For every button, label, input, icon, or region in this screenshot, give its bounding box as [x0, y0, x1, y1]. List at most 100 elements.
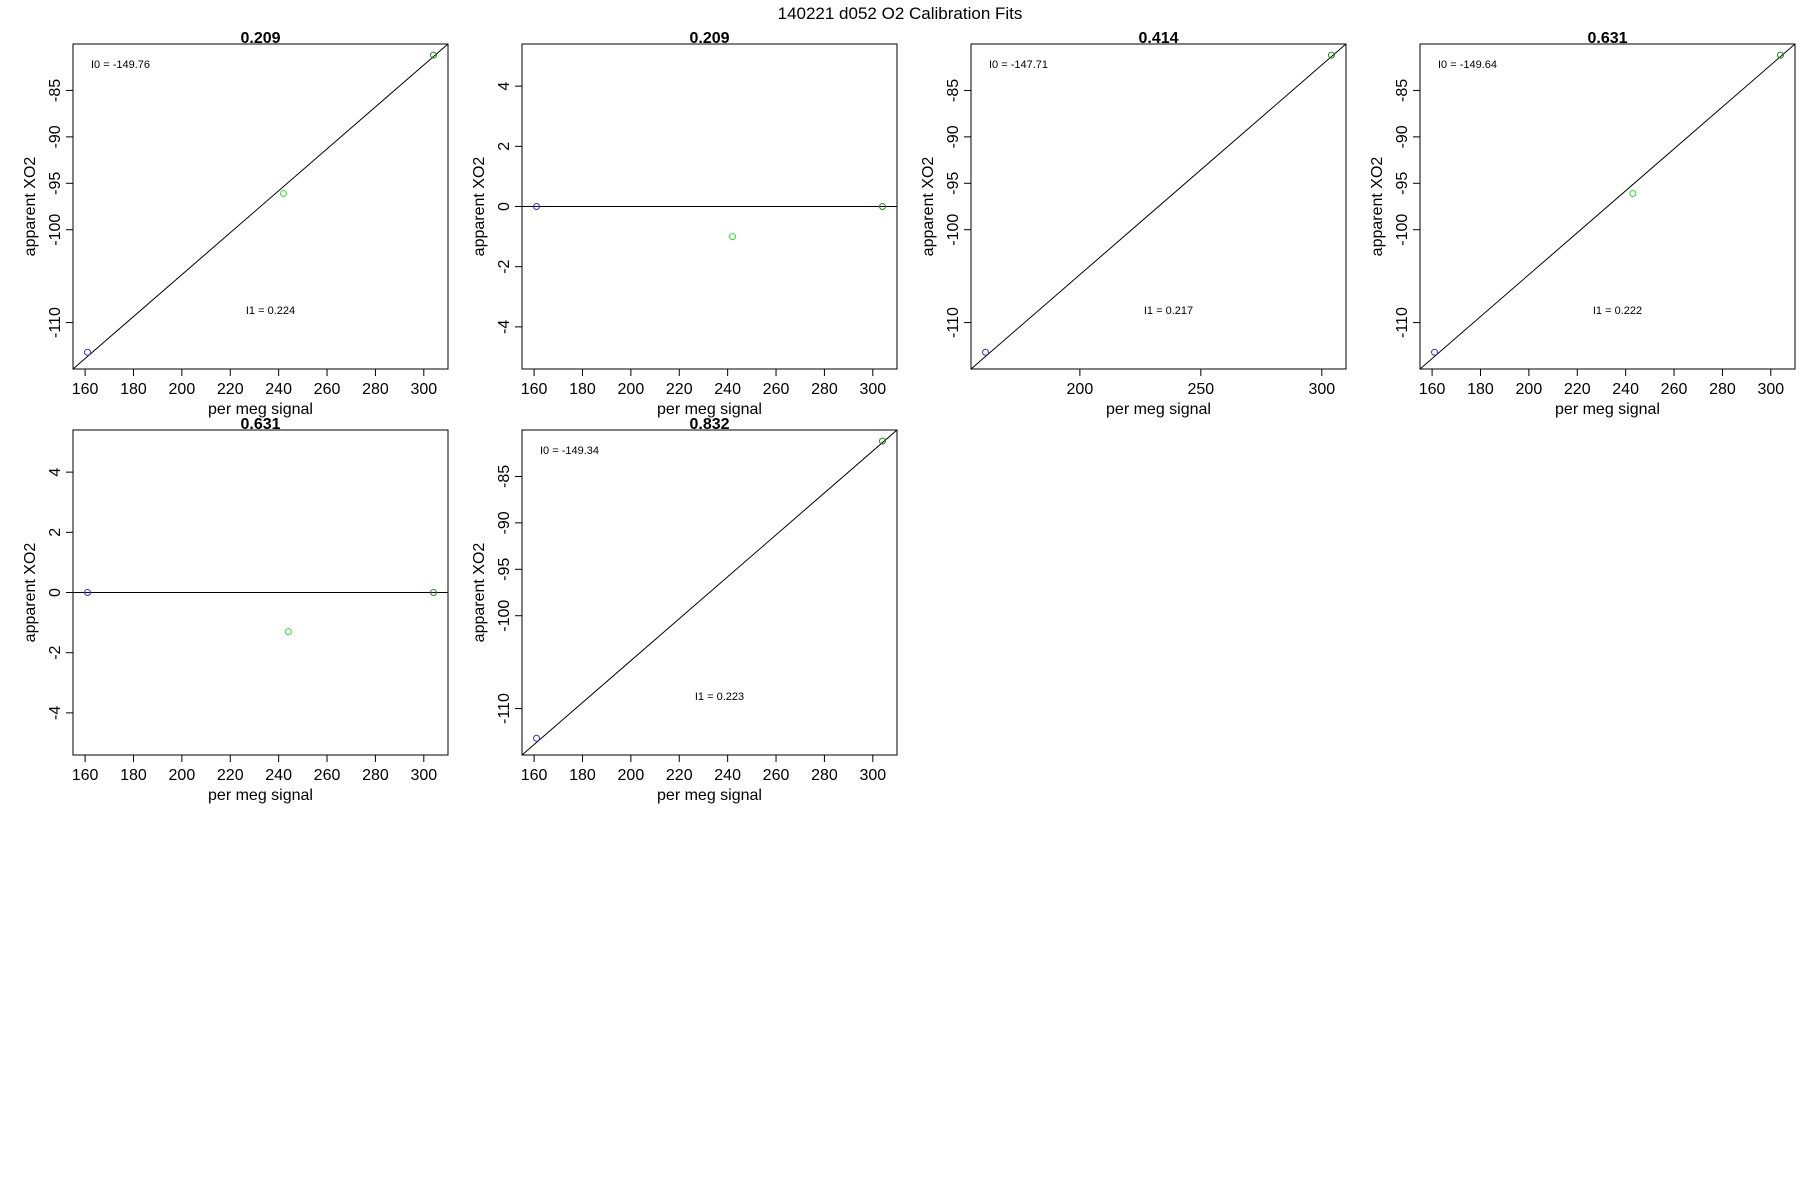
y-tick-label: -100: [496, 600, 513, 632]
x-axis-label: per meg signal: [657, 787, 762, 804]
x-tick-label: 180: [120, 767, 147, 784]
y-tick-label: -85: [496, 465, 513, 488]
fit-line: [971, 44, 1346, 369]
y-tick-label: -100: [1394, 214, 1411, 246]
x-tick-label: 280: [811, 767, 838, 784]
y-tick-label: 4: [47, 468, 64, 477]
x-tick-label: 160: [72, 381, 99, 398]
x-tick-label: 220: [666, 767, 693, 784]
x-tick-label: 260: [1661, 381, 1688, 398]
y-tick-label: -100: [945, 214, 962, 246]
y-tick-label: -110: [945, 307, 962, 338]
panel-title: 0.414: [1138, 30, 1178, 47]
x-tick-label: 200: [618, 381, 645, 398]
y-tick-label: 2: [47, 528, 64, 537]
figure-title: 140221 d052 O2 Calibration Fits: [778, 4, 1023, 23]
x-tick-label: 160: [521, 381, 548, 398]
fit-line: [522, 430, 897, 755]
data-point-1: [982, 348, 990, 356]
data-point-1: [84, 348, 92, 356]
y-axis-label: apparent XO2: [471, 157, 488, 257]
panel-title: 0.209: [689, 30, 729, 47]
x-tick-label: 280: [362, 767, 389, 784]
y-tick-label: -90: [1394, 125, 1411, 148]
data-point-2: [1629, 190, 1637, 197]
data-point-2: [284, 628, 292, 636]
y-tick-label: -85: [945, 79, 962, 102]
y-tick-label: -95: [945, 172, 962, 195]
x-tick-label: 220: [1564, 381, 1591, 398]
y-tick-label: 0: [47, 588, 64, 597]
x-tick-label: 160: [1419, 381, 1446, 398]
intercept-annotation: I0 = -149.64: [1438, 59, 1497, 71]
chart-panel-2: 160 180 200 220 240 260 280 300 -4 -2 0 2 4 0.209 per …: [471, 30, 898, 418]
y-tick-label: -95: [47, 172, 64, 195]
data-point-1: [533, 734, 541, 742]
slope-annotation: I1 = 0.223: [695, 691, 744, 703]
y-tick-label: -4: [47, 706, 64, 720]
data-point-1: [533, 203, 541, 210]
panel-title: 0.832: [689, 416, 729, 433]
x-tick-label: 300: [1308, 381, 1335, 398]
x-tick-label: 160: [521, 767, 548, 784]
y-tick-label: 2: [496, 142, 513, 151]
y-tick-label: -4: [496, 320, 513, 334]
chart-panel-1: 160 180 200 220 240 260 280 300 -110 -100 -95 -90 -8…: [22, 30, 449, 418]
y-tick-label: -90: [945, 125, 962, 148]
x-tick-label: 300: [410, 381, 437, 398]
data-point-2: [279, 190, 287, 197]
x-tick-label: 300: [859, 767, 886, 784]
x-tick-label: 200: [618, 767, 645, 784]
chart-panel-6: 160 180 200 220 240 260 280 300 -110 -100 -95 -90 -8…: [471, 416, 898, 804]
y-tick-label: -85: [1394, 79, 1411, 102]
intercept-annotation: I0 = -147.71: [989, 59, 1048, 71]
y-tick-label: -110: [47, 307, 64, 338]
x-axis-label: per meg signal: [1106, 401, 1211, 418]
x-axis-label: per meg signal: [208, 401, 313, 418]
y-axis-label: apparent XO2: [22, 543, 39, 643]
x-tick-label: 300: [1757, 381, 1784, 398]
slope-annotation: I1 = 0.222: [1593, 305, 1642, 317]
data-point-2: [878, 437, 886, 445]
x-tick-label: 240: [714, 381, 741, 398]
x-tick-label: 300: [859, 381, 886, 398]
y-tick-label: -110: [496, 693, 513, 724]
x-tick-label: 240: [714, 767, 741, 784]
x-axis-label: per meg signal: [208, 787, 313, 804]
panel-title: 0.209: [240, 30, 280, 47]
slope-annotation: I1 = 0.217: [1144, 305, 1193, 317]
x-tick-label: 260: [314, 767, 341, 784]
chart-panel-5: 160 180 200 220 240 260 280 300 -4 -2 0 2 4 0.631 per …: [22, 416, 449, 804]
x-tick-label: 200: [169, 767, 196, 784]
fit-line: [73, 44, 448, 369]
x-tick-label: 200: [169, 381, 196, 398]
x-tick-label: 220: [666, 381, 693, 398]
intercept-annotation: I0 = -149.34: [540, 445, 599, 457]
x-tick-label: 260: [763, 381, 790, 398]
data-point-1: [1431, 348, 1439, 356]
y-tick-label: -90: [47, 125, 64, 148]
x-tick-label: 160: [72, 767, 99, 784]
x-tick-label: 200: [1067, 381, 1094, 398]
x-tick-label: 180: [569, 767, 596, 784]
y-tick-label: -90: [496, 511, 513, 534]
fit-line: [1420, 44, 1795, 369]
x-tick-label: 200: [1516, 381, 1543, 398]
chart-panel-4: 160 180 200 220 240 260 280 300 -110 -100 -95 -90 -8…: [1369, 30, 1796, 418]
data-point-3: [429, 589, 437, 596]
panel-title: 0.631: [240, 416, 280, 433]
y-tick-label: -2: [496, 259, 513, 273]
y-axis-label: apparent XO2: [471, 543, 488, 643]
x-tick-label: 280: [1709, 381, 1736, 398]
y-tick-label: -95: [496, 558, 513, 581]
x-tick-label: 250: [1187, 381, 1214, 398]
data-point-2: [1327, 51, 1335, 59]
x-tick-label: 280: [362, 381, 389, 398]
slope-annotation: I1 = 0.224: [246, 305, 295, 317]
y-tick-label: 4: [496, 82, 513, 91]
y-tick-label: -85: [47, 79, 64, 102]
y-axis-label: apparent XO2: [920, 157, 937, 257]
x-tick-label: 180: [1467, 381, 1494, 398]
y-tick-label: 0: [496, 202, 513, 211]
intercept-annotation: I0 = -149.76: [91, 59, 150, 71]
